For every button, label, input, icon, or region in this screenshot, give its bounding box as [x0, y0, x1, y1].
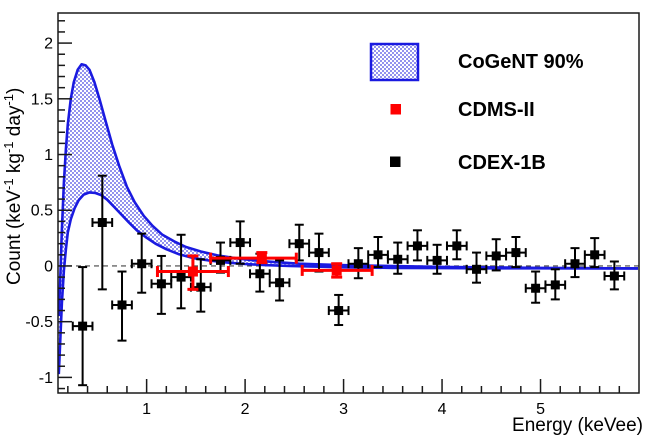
cdex-point	[71, 266, 94, 387]
cdms-ii-points	[155, 251, 374, 291]
cdex-point	[308, 232, 330, 273]
cdex-point	[426, 243, 448, 275]
x-tick-label: 4	[438, 401, 447, 418]
cdex-point	[288, 223, 311, 262]
cdex-point	[111, 270, 133, 342]
cdex-point	[130, 232, 153, 294]
y-tick-label: -0.5	[25, 314, 53, 331]
legend: CoGeNT 90% CDMS-II CDEX-1B	[369, 42, 584, 174]
cdex-point	[386, 241, 409, 275]
cogent-band	[58, 63, 639, 375]
legend-label-cdex: CDEX-1B	[458, 152, 546, 174]
cdex-point	[524, 270, 547, 304]
legend-swatch-cdex-square	[390, 156, 401, 167]
cdex-point	[327, 293, 350, 327]
cdex-point	[485, 238, 508, 272]
x-tick-label: 1	[142, 401, 151, 418]
y-tick-labels: -1 -0.5 0 0.5 1 1.5 2	[25, 36, 53, 387]
y-tick-label: 1	[44, 147, 53, 164]
cdex-point	[91, 174, 114, 291]
cdms-point	[209, 251, 298, 265]
cdms-point	[300, 262, 374, 279]
cdex-point	[347, 247, 370, 280]
cdex-point	[268, 259, 291, 302]
cdex-point	[603, 260, 626, 291]
x-tick-label: 2	[241, 401, 250, 418]
y-axis-title: Count (keV-1 kg-1 day-1)	[1, 88, 25, 285]
y-tick-label: 0.5	[31, 203, 53, 220]
cdex-point	[544, 268, 567, 301]
axes-frame-and-ticks	[57, 12, 640, 394]
cdex-point	[505, 235, 527, 269]
cdex-point	[465, 251, 488, 284]
cdex-point	[406, 229, 429, 262]
y-tick-label: 0	[44, 258, 53, 275]
cdex-point	[583, 237, 606, 269]
x-tick-labels: 1 2 3 4 5	[142, 401, 545, 418]
cdex-point	[150, 254, 173, 315]
cdex-point	[445, 229, 468, 261]
cdex-point	[564, 247, 586, 279]
x-axis-title: Energy (keVee)	[512, 415, 643, 436]
legend-label-cogent: CoGeNT 90%	[458, 51, 584, 73]
legend-label-cdms: CDMS-II	[458, 99, 535, 121]
x-tick-label: 3	[339, 401, 348, 418]
y-tick-label: -1	[39, 370, 53, 387]
cdex-point	[367, 235, 389, 269]
legend-swatch-cogent-band	[369, 42, 420, 82]
y-tick-label: 2	[44, 36, 53, 53]
x-tick-label: 5	[536, 401, 545, 418]
y-tick-label: 1.5	[31, 91, 53, 108]
cdex-1b-points	[71, 174, 626, 387]
cdms-point	[155, 254, 230, 291]
cdex-point	[170, 233, 192, 310]
legend-swatch-cdms-square	[390, 104, 401, 115]
